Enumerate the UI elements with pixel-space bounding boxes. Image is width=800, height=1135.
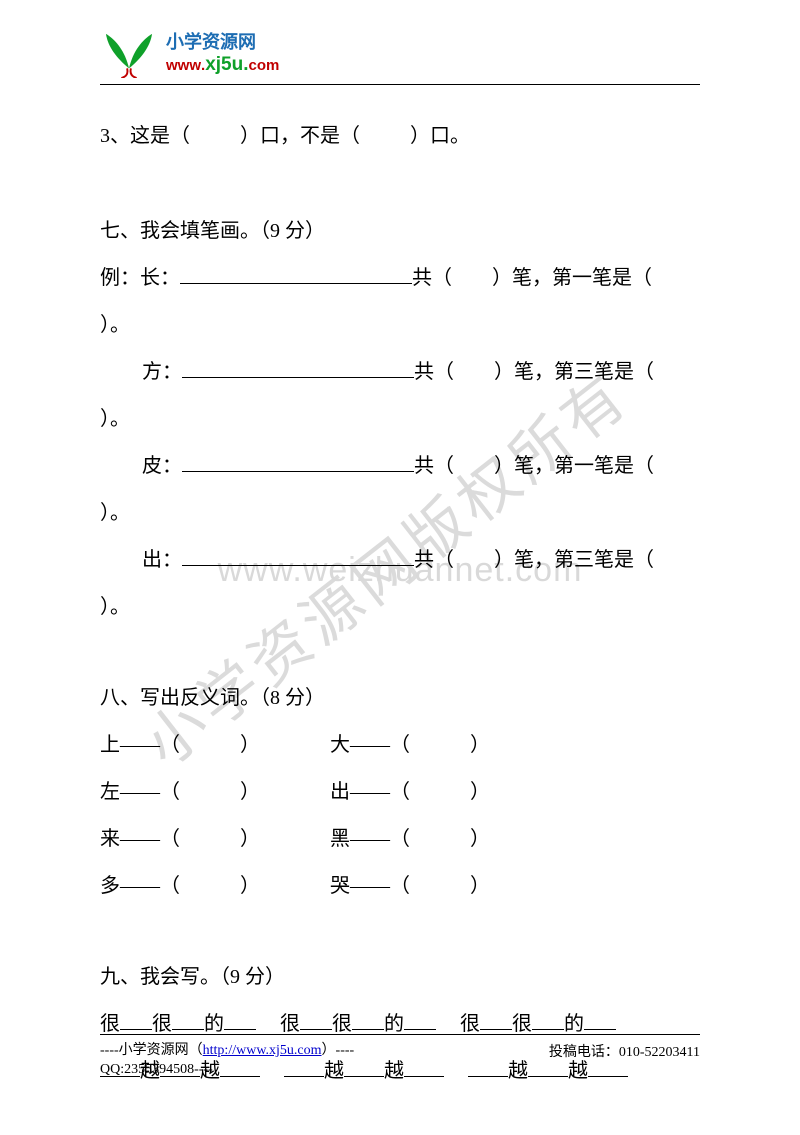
stroke-row: 方： 共（ ）笔，第三笔是（ ）。 (100, 349, 700, 443)
section-8-title: 八、写出反义词。（8 分） (100, 675, 700, 722)
stroke-row: 出： 共（ ）笔，第三笔是（ ）。 (100, 537, 700, 631)
antonym-row: 来——（ ） 黑——（ ） (100, 816, 700, 863)
footer-qq: QQ:2355394508---- (100, 1060, 354, 1080)
section-7: 七、我会填笔画。（9 分） 例：长： 共（ ）笔，第一笔是（ ）。 方： 共（ … (100, 208, 700, 631)
footer-link[interactable]: http://www.xj5u.com (203, 1043, 322, 1058)
page-footer: ----小学资源网（http://www.xj5u.com）---- QQ:23… (100, 1034, 700, 1080)
blank-line (182, 358, 414, 378)
content: 3、这是（ ）口，不是（ ）口。 七、我会填笔画。（9 分） 例：长： 共（ ）… (100, 113, 700, 1095)
blank-line (182, 546, 414, 566)
blank-line (180, 264, 412, 284)
footer-text: ----小学资源网（ (100, 1043, 203, 1058)
stroke-row: 例：长： 共（ ）笔，第一笔是（ ）。 (100, 255, 700, 349)
footer-phone: 投稿电话：010-52203411 (549, 1041, 700, 1080)
antonym-row: 上——（ ） 大——（ ） (100, 722, 700, 769)
blank-line (182, 452, 414, 472)
footer-text: ）---- (322, 1043, 355, 1058)
header-divider (100, 84, 700, 85)
section-7-title: 七、我会填笔画。（9 分） (100, 208, 700, 255)
section-9-title: 九、我会写。（9 分） (100, 954, 700, 1001)
question-3: 3、这是（ ）口，不是（ ）口。 (100, 113, 700, 160)
stroke-row: 皮： 共（ ）笔，第一笔是（ ）。 (100, 443, 700, 537)
antonym-row: 多——（ ） 哭——（ ） (100, 863, 700, 910)
site-title: 小学资源网 (166, 31, 279, 54)
page-header: 小学资源网 www . xj5u . com (100, 30, 700, 78)
logo-icon (100, 30, 158, 78)
site-url: www . xj5u . com (166, 53, 279, 77)
antonym-row: 左——（ ） 出——（ ） (100, 769, 700, 816)
section-8: 八、写出反义词。（8 分） 上——（ ） 大——（ ） 左——（ ） 出——（ … (100, 675, 700, 910)
